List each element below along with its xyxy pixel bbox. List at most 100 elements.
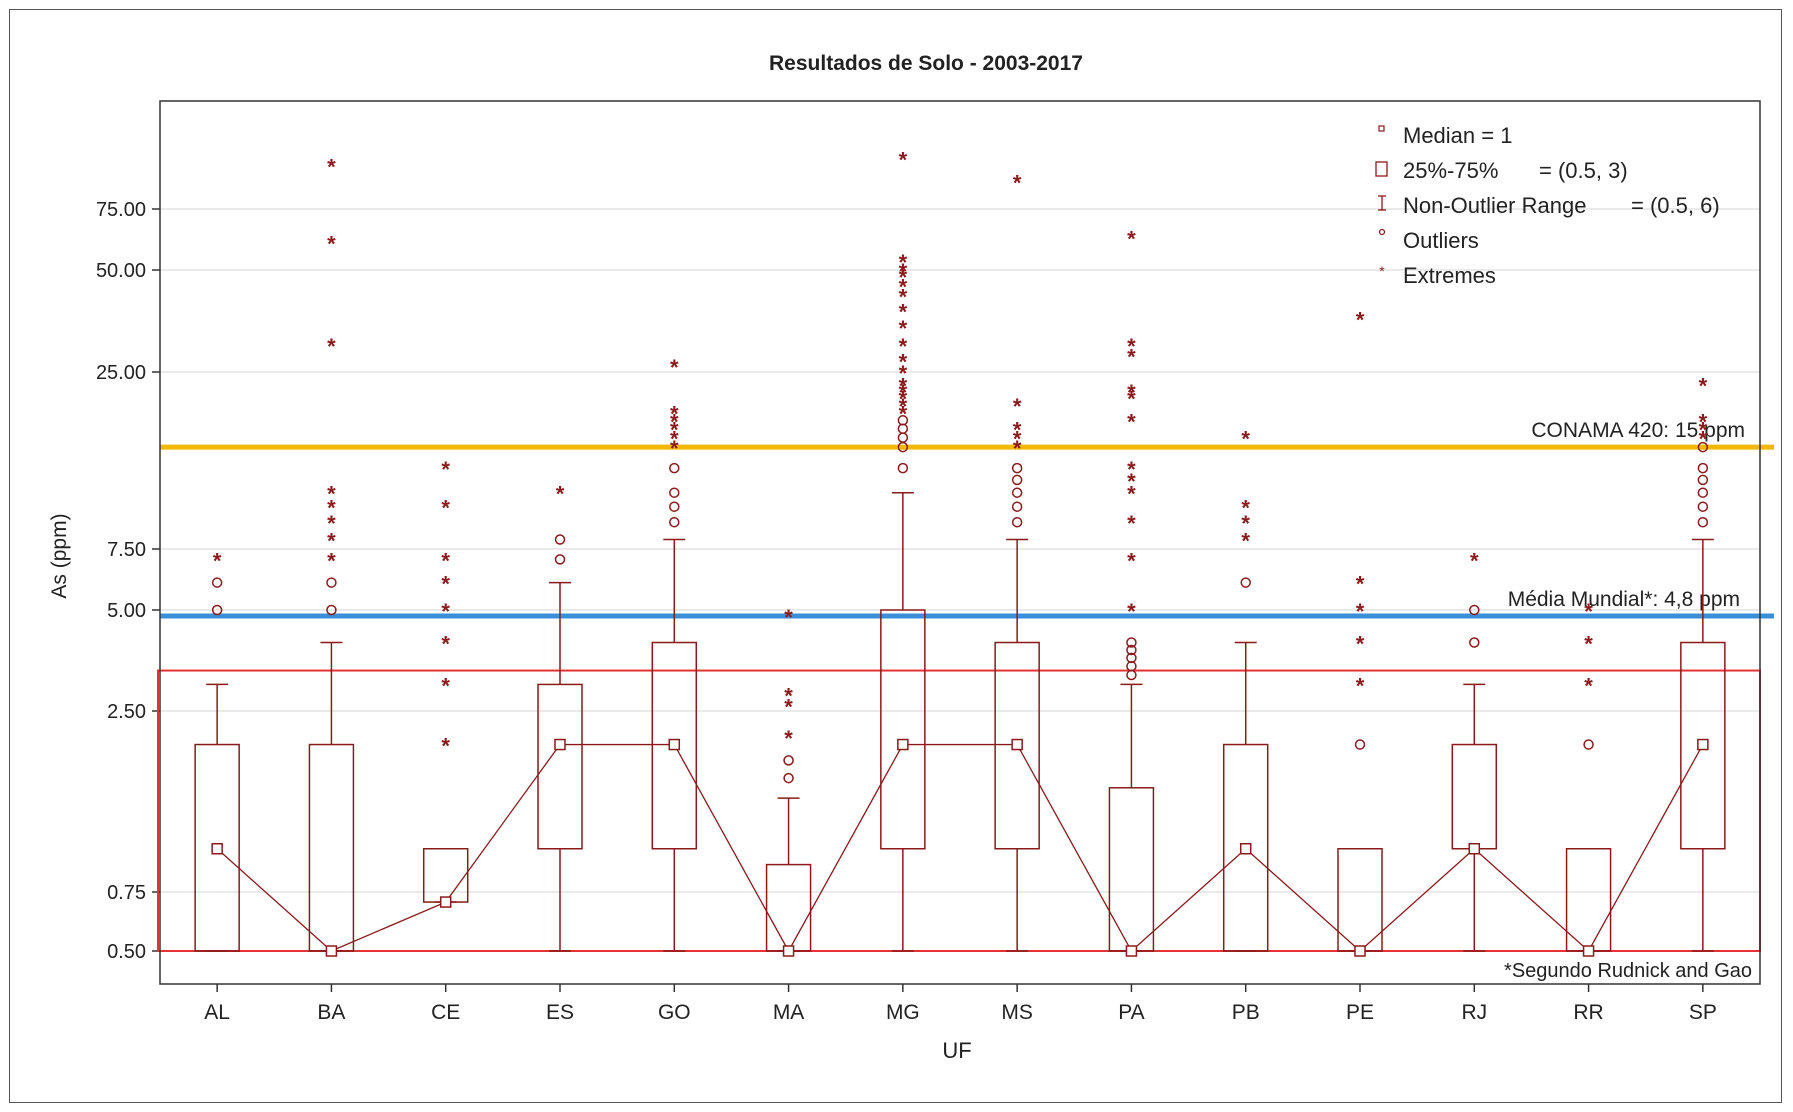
extreme-point: *	[327, 496, 336, 521]
legend-extreme-symbol: *	[1379, 263, 1385, 279]
outlier-point	[326, 604, 337, 616]
extreme-point: *	[1699, 427, 1708, 452]
extreme-point: *	[670, 436, 679, 461]
extreme-point: *	[441, 548, 450, 573]
extreme-point: *	[1699, 373, 1708, 398]
legend-label: Non-Outlier Range	[1403, 193, 1586, 218]
outlier-point	[897, 462, 909, 474]
outlier-point	[783, 755, 794, 766]
median-marker	[554, 738, 566, 751]
extreme-point: *	[670, 409, 679, 434]
outlier-point	[1697, 474, 1709, 486]
outlier-point	[211, 604, 223, 616]
legend-box-symbol	[1375, 161, 1388, 177]
extreme-point: *	[670, 401, 679, 426]
extreme-point: *	[1127, 409, 1136, 434]
extreme-point: *	[899, 394, 908, 419]
x-tick-label: AL	[204, 1001, 230, 1024]
extreme-point: *	[441, 673, 450, 698]
outlier-point	[326, 577, 337, 588]
outlier-point	[554, 554, 566, 565]
outlier-point	[1697, 516, 1709, 528]
extreme-point: *	[1013, 427, 1022, 452]
extreme-point: *	[327, 482, 336, 507]
footnote: *Segundo Rudnick and Gao	[1504, 960, 1752, 982]
y-tick-label: 0.50	[107, 941, 146, 963]
reference-line-label: CONAMA 420: 15 ppm	[1531, 419, 1745, 442]
x-tick-label: RR	[1573, 1001, 1603, 1024]
extreme-point: *	[899, 387, 908, 412]
extreme-point: *	[784, 683, 793, 708]
x-tick-label: MG	[886, 1001, 920, 1024]
outlier-point	[1583, 739, 1594, 750]
legend-median-symbol	[1378, 125, 1385, 132]
extreme-point: *	[1127, 380, 1136, 405]
outlier-point	[669, 516, 680, 528]
extreme-point: *	[1013, 418, 1022, 443]
iqr-box	[994, 641, 1040, 850]
y-tick-label: 75.00	[96, 199, 146, 221]
extreme-point: *	[327, 155, 336, 180]
outlier-point	[1126, 652, 1137, 664]
y-axis-label: As (ppm)	[48, 513, 71, 598]
extreme-point: *	[1127, 511, 1136, 536]
legend-value: = (0.5, 6)	[1631, 193, 1720, 218]
x-axis-label: UF	[942, 1038, 971, 1063]
iqr-box	[1680, 641, 1726, 850]
extreme-point: *	[1470, 548, 1479, 573]
extreme-point: *	[1356, 307, 1365, 332]
median-marker	[897, 738, 909, 751]
outlier-point	[1697, 501, 1709, 512]
x-tick-label: MS	[1001, 1001, 1033, 1024]
extreme-point: *	[441, 734, 450, 759]
extreme-point: *	[670, 355, 679, 380]
median-marker	[782, 945, 795, 957]
iqr-box	[537, 683, 583, 850]
y-tick-label: 2.50	[107, 701, 146, 723]
outlier-point	[1697, 441, 1709, 453]
extreme-point: *	[899, 361, 908, 386]
extreme-point: *	[1013, 171, 1022, 196]
y-tick-label: 7.50	[107, 539, 146, 561]
extreme-point: *	[899, 373, 908, 398]
median-marker	[439, 896, 452, 908]
chart-frame	[9, 9, 1782, 1103]
extreme-point: *	[1127, 548, 1136, 573]
extreme-point: *	[1127, 227, 1136, 252]
outlier-point	[1011, 516, 1023, 528]
outlier-point	[1126, 669, 1137, 681]
outlier-point	[1011, 474, 1023, 486]
extreme-point: *	[441, 599, 450, 624]
x-tick-label: BA	[317, 1001, 345, 1024]
x-tick-label: RJ	[1461, 1001, 1487, 1024]
outlier-point	[1011, 501, 1023, 512]
extreme-point: *	[670, 427, 679, 452]
y-tick-label: 5.00	[107, 600, 146, 622]
extreme-point: *	[1241, 511, 1250, 536]
iqr-box	[422, 848, 469, 903]
x-tick-label: PE	[1346, 1001, 1374, 1024]
extreme-point: *	[1584, 599, 1593, 624]
median-marker	[1239, 843, 1252, 855]
extreme-point: *	[213, 548, 222, 573]
extreme-point: *	[1013, 394, 1022, 419]
extreme-point: *	[441, 496, 450, 521]
extreme-point: *	[899, 147, 908, 172]
legend-label: Outliers	[1403, 228, 1479, 253]
median-marker	[1125, 945, 1138, 957]
extreme-point: *	[1241, 529, 1250, 554]
outlier-point	[897, 415, 909, 426]
median-marker	[1011, 738, 1023, 751]
iqr-box	[1565, 848, 1612, 952]
outlier-point	[1697, 487, 1709, 498]
outlier-point	[1011, 487, 1023, 498]
iqr-box	[651, 641, 698, 850]
extreme-point: *	[784, 726, 793, 751]
extreme-point: *	[327, 334, 336, 359]
iqr-box	[1108, 787, 1155, 952]
extreme-point: *	[1127, 457, 1136, 482]
legend-label: 25%-75%	[1403, 158, 1498, 183]
iqr-box	[765, 863, 812, 952]
extreme-point: *	[670, 418, 679, 443]
